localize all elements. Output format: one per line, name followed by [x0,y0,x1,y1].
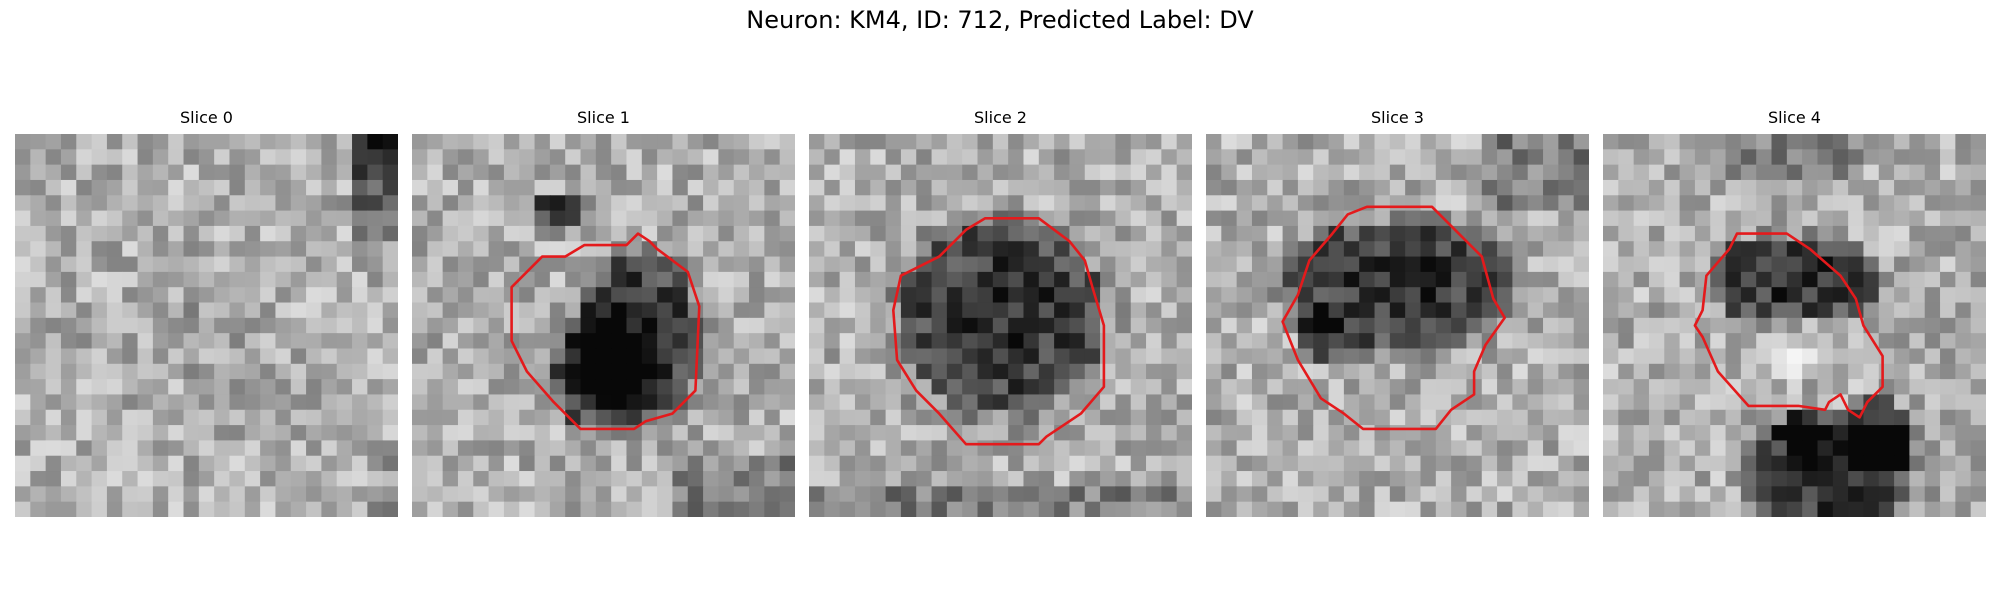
segmentation-contour [892,217,1106,446]
slice-image-1 [412,134,795,517]
slice-title-3: Slice 3 [1371,108,1424,127]
segmentation-contour [1281,205,1507,431]
slice-title-4: Slice 4 [1768,108,1821,127]
slice-image-4 [1603,134,1986,517]
slice-image-0 [15,134,398,517]
segmentation-contour [1693,232,1884,419]
slice-title-0: Slice 0 [180,108,233,127]
slice-image-2 [809,134,1192,517]
slice-title-2: Slice 2 [974,108,1027,127]
slice-image-3 [1206,134,1589,517]
slice-title-1: Slice 1 [577,108,630,127]
figure-title: Neuron: KM4, ID: 712, Predicted Label: D… [746,6,1254,34]
segmentation-contour [510,232,701,431]
